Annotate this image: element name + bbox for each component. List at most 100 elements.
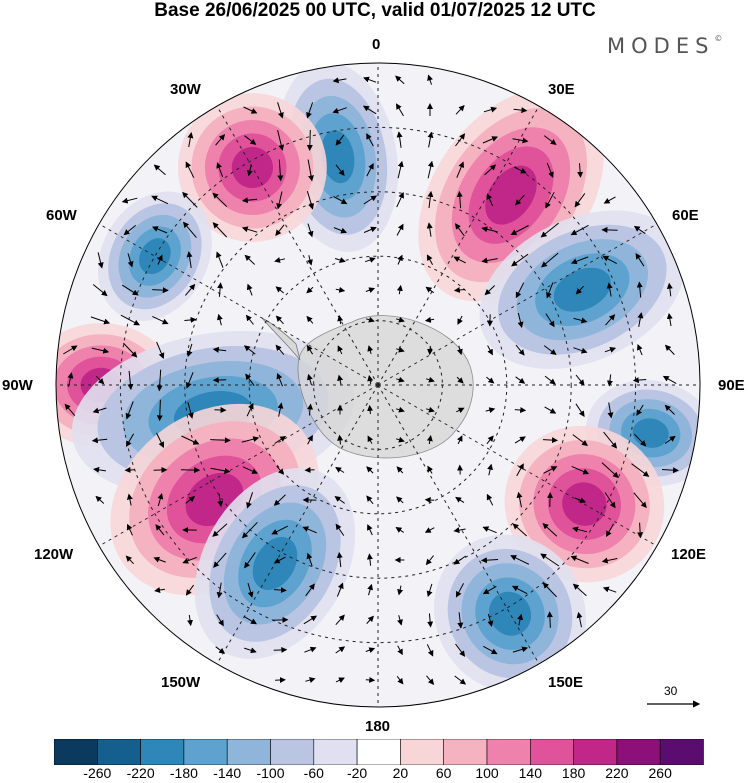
wind-arrow bbox=[666, 282, 673, 297]
wind-arrow bbox=[187, 401, 194, 419]
wind-arrow bbox=[486, 193, 494, 207]
colorbar-tick: -100 bbox=[256, 765, 285, 781]
lon-label-30w: 30W bbox=[170, 81, 201, 98]
wind-arrow bbox=[274, 435, 287, 444]
wind-arrow bbox=[334, 257, 346, 263]
wind-arrow bbox=[125, 401, 134, 420]
wind-arrow bbox=[453, 287, 466, 293]
wind-arrow bbox=[335, 164, 345, 176]
wind-arrow bbox=[486, 376, 495, 384]
wind-arrow bbox=[571, 465, 590, 475]
meridian-line bbox=[377, 384, 540, 665]
wind-arrow bbox=[455, 104, 465, 115]
wind-arrow bbox=[425, 406, 435, 413]
wind-arrow bbox=[217, 493, 224, 508]
wind-arrow bbox=[244, 647, 257, 654]
wind-arrow bbox=[604, 347, 617, 353]
wind-arrow bbox=[453, 555, 466, 565]
wind-arrow bbox=[427, 465, 434, 474]
colorbar-tick: 180 bbox=[561, 765, 586, 781]
wind-arrow bbox=[455, 583, 465, 598]
wind-arrow bbox=[426, 254, 434, 266]
wind-arrow bbox=[182, 191, 198, 208]
colorbar-segment bbox=[270, 739, 315, 765]
wind-arrow bbox=[152, 287, 169, 294]
lon-label-150e: 150E bbox=[548, 674, 584, 691]
wind-arrow bbox=[242, 466, 259, 474]
wind-arrow bbox=[125, 433, 135, 448]
wind-arrow bbox=[601, 462, 619, 479]
wind-arrow bbox=[635, 252, 645, 267]
wind-arrow bbox=[482, 585, 497, 595]
wind-arrow bbox=[482, 136, 499, 144]
wind-arrow bbox=[185, 372, 194, 389]
colorbar-segment bbox=[54, 739, 98, 765]
colorbar-segment bbox=[140, 739, 185, 765]
wind-arrow bbox=[332, 77, 347, 84]
wind-arrow bbox=[276, 191, 283, 210]
wind-arrow bbox=[152, 315, 169, 325]
wind-arrow bbox=[426, 644, 434, 657]
wind-arrow bbox=[480, 557, 499, 564]
wind-arrow bbox=[366, 163, 374, 177]
wind-arrow bbox=[335, 134, 345, 146]
wind-arrow bbox=[277, 129, 285, 151]
wind-arrow bbox=[455, 643, 466, 657]
wind-arrow bbox=[362, 105, 377, 115]
wind-arrow bbox=[512, 137, 529, 144]
wind-arrow bbox=[487, 613, 494, 627]
wind-arrow bbox=[633, 225, 646, 235]
wind-arrow bbox=[367, 524, 373, 536]
latitude-circle bbox=[119, 126, 637, 644]
wind-arrow bbox=[397, 615, 403, 626]
map-title: Base 26/06/2025 00 UTC, valid 01/07/2025… bbox=[154, 0, 596, 21]
wind-arrow bbox=[305, 583, 315, 597]
wind-arrow bbox=[151, 195, 169, 205]
wind-arrow bbox=[127, 370, 134, 391]
wind-arrow bbox=[396, 496, 404, 504]
wind-arrow bbox=[482, 526, 497, 534]
wind-arrow bbox=[511, 253, 529, 267]
colorbar-tick: -140 bbox=[213, 765, 242, 781]
wind-arrow bbox=[425, 286, 434, 294]
wind-arrow bbox=[511, 585, 528, 595]
colorbar-tick: -220 bbox=[126, 765, 155, 781]
wind-arrow bbox=[157, 254, 163, 265]
colorbar-segment bbox=[486, 739, 531, 765]
wind-arrow bbox=[424, 497, 435, 504]
wind-arrow bbox=[96, 375, 105, 385]
wind-arrow bbox=[243, 615, 257, 625]
wind-arrow bbox=[396, 376, 405, 383]
wind-arrow bbox=[572, 583, 587, 597]
wind-arrow bbox=[486, 493, 494, 506]
wind-arrow bbox=[216, 162, 224, 178]
wind-scale-label: 30 bbox=[664, 684, 678, 698]
colorbar bbox=[54, 739, 704, 765]
wind-arrow bbox=[93, 466, 106, 473]
wind-arrow bbox=[395, 316, 405, 323]
wind-arrow bbox=[335, 677, 345, 683]
wind-arrow bbox=[365, 676, 376, 683]
wind-arrow bbox=[333, 227, 348, 234]
wind-arrow bbox=[241, 197, 258, 204]
wind-arrow bbox=[124, 466, 135, 473]
wind-arrow bbox=[337, 345, 344, 355]
wind-arrow bbox=[540, 553, 560, 567]
wind-arrow bbox=[156, 369, 163, 392]
wind-arrow bbox=[515, 194, 525, 206]
meridian-line bbox=[377, 223, 658, 386]
lon-label-90w: 90W bbox=[2, 377, 33, 394]
wind-arrow bbox=[90, 316, 111, 325]
colorbar-segment bbox=[573, 739, 618, 765]
wind-arrow bbox=[542, 523, 558, 537]
colorbar-tick: 100 bbox=[475, 765, 499, 781]
colorbar-segment bbox=[183, 739, 228, 765]
wind-arrow bbox=[244, 135, 257, 145]
colorbar-segment bbox=[313, 739, 358, 765]
wind-arrow bbox=[395, 527, 404, 533]
wind-arrow bbox=[396, 675, 404, 685]
wind-arrow bbox=[304, 646, 317, 653]
wind-arrow bbox=[397, 585, 404, 596]
colorbar-tick: 20 bbox=[392, 765, 409, 781]
wind-arrow bbox=[540, 222, 559, 238]
